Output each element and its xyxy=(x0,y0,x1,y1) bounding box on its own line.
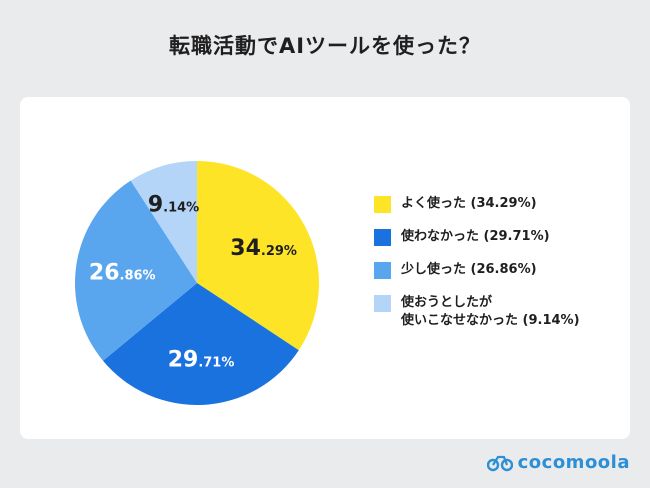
legend-item-1: 使わなかった (29.71%) xyxy=(374,228,624,246)
slice-label-int-2: 26 xyxy=(89,260,120,285)
slice-label-dec-2: .86% xyxy=(120,268,156,283)
legend-swatch-3 xyxy=(374,295,391,312)
chart-card: 34.29% 29.71% 26.86% 9.14% よく使った (34.29%) 使わ… xyxy=(20,97,630,439)
slice-label-1: 29.71% xyxy=(168,348,235,373)
legend-label-2: 少し使った (26.86%) xyxy=(401,262,537,277)
legend-label-0: よく使った (34.29%) xyxy=(401,196,537,211)
pie-slice-0 xyxy=(197,161,319,351)
slice-label-int-0: 34 xyxy=(230,236,261,261)
legend-label-3: 使おうとしたが 使いこなせなかった (9.14%) xyxy=(401,295,580,328)
slice-label-int-1: 29 xyxy=(168,348,199,373)
brand-name: cocomoola xyxy=(517,452,630,473)
slice-label-dec-3: .14% xyxy=(163,200,199,215)
chart-title: 転職活動でAIツールを使った？ xyxy=(168,34,482,58)
legend-swatch-2 xyxy=(374,262,391,279)
legend-item-3: 使おうとしたが 使いこなせなかった (9.14%) xyxy=(374,294,624,330)
slice-label-dec-1: .71% xyxy=(198,356,234,371)
slice-label-2: 26.86% xyxy=(89,260,156,285)
legend-item-0: よく使った (34.29%) xyxy=(374,195,624,213)
legend-swatch-0 xyxy=(374,196,391,213)
brand-logo: cocomoola xyxy=(486,452,630,473)
chart-legend: よく使った (34.29%) 使わなかった (29.71%) 少し使った (26.8… xyxy=(374,195,624,345)
pie-slice-3 xyxy=(130,161,197,283)
slice-label-dec-0: .29% xyxy=(261,244,297,259)
bicycle-icon xyxy=(486,455,513,471)
pie-slice-2 xyxy=(75,180,197,361)
slice-label-0: 34.29% xyxy=(230,236,297,261)
pie-slice-1 xyxy=(102,283,299,405)
pie-chart: 34.29% 29.71% 26.86% 9.14% xyxy=(75,161,319,405)
slice-label-int-3: 9 xyxy=(148,192,163,217)
legend-swatch-1 xyxy=(374,229,391,246)
slice-label-3: 9.14% xyxy=(148,192,199,217)
legend-item-2: 少し使った (26.86%) xyxy=(374,261,624,279)
legend-label-1: 使わなかった (29.71%) xyxy=(401,229,550,244)
